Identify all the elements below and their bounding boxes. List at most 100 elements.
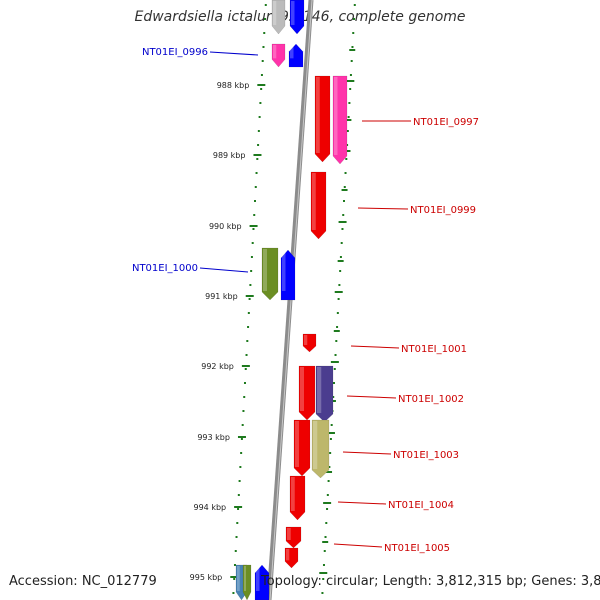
tick-label: 995 kbp bbox=[190, 573, 223, 582]
scale-dot bbox=[323, 550, 326, 552]
scale-dot bbox=[237, 494, 240, 496]
leader-line-right bbox=[342, 451, 392, 455]
scale-dot bbox=[329, 438, 332, 440]
gene-label-right: NT01EI_1002 bbox=[398, 394, 464, 405]
scale-dot bbox=[253, 214, 256, 216]
accession-text: Accession: NC_012779 bbox=[9, 574, 157, 589]
gene-feature-red-shade bbox=[300, 367, 304, 411]
scale-dot bbox=[325, 522, 328, 524]
scale-dot bbox=[260, 74, 263, 76]
scale-dot bbox=[343, 186, 346, 188]
gene-feature-grey bbox=[271, 0, 286, 35]
genome-summary-text: Topology: circular; Length: 3,812,315 bp… bbox=[261, 574, 600, 589]
scale-dot bbox=[247, 312, 250, 314]
scale-dot bbox=[252, 228, 255, 230]
scale-dot bbox=[256, 158, 259, 160]
scale-dot bbox=[343, 200, 345, 202]
scale-dot bbox=[242, 410, 245, 412]
gene-feature-red bbox=[285, 526, 302, 549]
gene-feature-purple bbox=[315, 365, 334, 423]
gene-feature-red-shade bbox=[295, 421, 299, 467]
scale-dot bbox=[348, 102, 351, 104]
scale-dot bbox=[326, 508, 329, 510]
gene-feature-pink bbox=[332, 75, 348, 165]
gene-feature-red bbox=[289, 475, 306, 521]
gene-feature-pink bbox=[271, 43, 286, 68]
scale-dot bbox=[257, 130, 260, 132]
gene-feature-steel-shade bbox=[237, 566, 240, 591]
gene-feature-purple-shade bbox=[317, 367, 322, 413]
gene-feature-blue-shade bbox=[290, 45, 294, 59]
scale-dot bbox=[261, 60, 264, 62]
scale-dot bbox=[353, 4, 356, 6]
scale-dot bbox=[330, 424, 333, 426]
scale-dot bbox=[352, 32, 355, 34]
tick-label: 991 kbp bbox=[205, 292, 238, 301]
gene-feature-blue-shade bbox=[282, 251, 286, 291]
gene-feature-grey-shade bbox=[273, 1, 277, 25]
scale-dot bbox=[349, 88, 352, 90]
gene-feature-red-shade bbox=[287, 528, 291, 540]
scale-dot bbox=[345, 158, 348, 160]
gene-feature-red bbox=[293, 419, 311, 477]
scale-dot bbox=[336, 326, 339, 328]
scale-dot bbox=[250, 256, 253, 258]
leader-line-right bbox=[346, 395, 397, 399]
scale-dot bbox=[333, 368, 336, 370]
gene-label-right: NT01EI_1003 bbox=[393, 450, 459, 461]
scale-dot bbox=[336, 312, 339, 314]
scale-dot bbox=[238, 480, 241, 482]
gene-feature-red-shade bbox=[312, 173, 316, 230]
scale-dot bbox=[249, 284, 252, 286]
scale-dot bbox=[322, 564, 325, 566]
gene-feature-red-shade bbox=[304, 335, 308, 345]
gene-feature-blue bbox=[289, 0, 305, 35]
scale-dot bbox=[263, 32, 266, 34]
tick-label: 988 kbp bbox=[217, 81, 250, 90]
gene-label-right: NT01EI_0997 bbox=[413, 117, 479, 128]
scale-dot bbox=[233, 564, 236, 566]
gene-feature-khaki-shade bbox=[313, 421, 318, 469]
scale-dot bbox=[243, 382, 246, 384]
scale-dot bbox=[328, 466, 331, 468]
scale-dot bbox=[339, 256, 342, 258]
scale-dot bbox=[250, 270, 253, 272]
scale-dot bbox=[339, 270, 342, 272]
gene-label-right: NT01EI_1004 bbox=[388, 500, 454, 511]
leader-line-right bbox=[357, 207, 409, 210]
scale-dot bbox=[322, 578, 325, 580]
tick-label: 994 kbp bbox=[194, 503, 227, 512]
scale-dot bbox=[337, 298, 340, 300]
scale-dot bbox=[264, 18, 267, 20]
gene-feature-pink-shade bbox=[273, 45, 277, 59]
scale-dot bbox=[264, 4, 267, 6]
gene-feature-olive bbox=[261, 247, 279, 301]
tick-label: 989 kbp bbox=[213, 151, 246, 160]
gene-label-right: NT01EI_1005 bbox=[384, 543, 450, 554]
scale-dot bbox=[324, 536, 327, 538]
scale-dot bbox=[332, 382, 335, 384]
scale-dot bbox=[329, 452, 332, 454]
scale-dot bbox=[236, 522, 239, 524]
scale-dot bbox=[344, 172, 347, 174]
scale-dot bbox=[243, 396, 246, 398]
leader-line-right bbox=[333, 543, 383, 548]
scale-dot bbox=[258, 116, 261, 118]
scale-dot bbox=[341, 228, 344, 230]
scale-dot bbox=[247, 326, 250, 328]
tick-label: 992 kbp bbox=[201, 362, 234, 371]
scale-dot bbox=[241, 424, 244, 426]
tick-label: 990 kbp bbox=[209, 222, 242, 231]
scale-dot bbox=[351, 46, 354, 48]
gene-feature-red bbox=[314, 75, 331, 163]
scale-dot bbox=[349, 74, 352, 76]
leader-line-left bbox=[199, 267, 249, 273]
scale-dot bbox=[335, 340, 338, 342]
gene-feature-red bbox=[284, 547, 299, 569]
scale-dot bbox=[246, 340, 249, 342]
scale-dot bbox=[338, 284, 341, 286]
gene-feature-blue bbox=[254, 564, 270, 600]
gene-feature-olive-shade bbox=[263, 249, 267, 291]
scale-dot bbox=[234, 550, 237, 552]
scale-dot bbox=[334, 354, 337, 356]
